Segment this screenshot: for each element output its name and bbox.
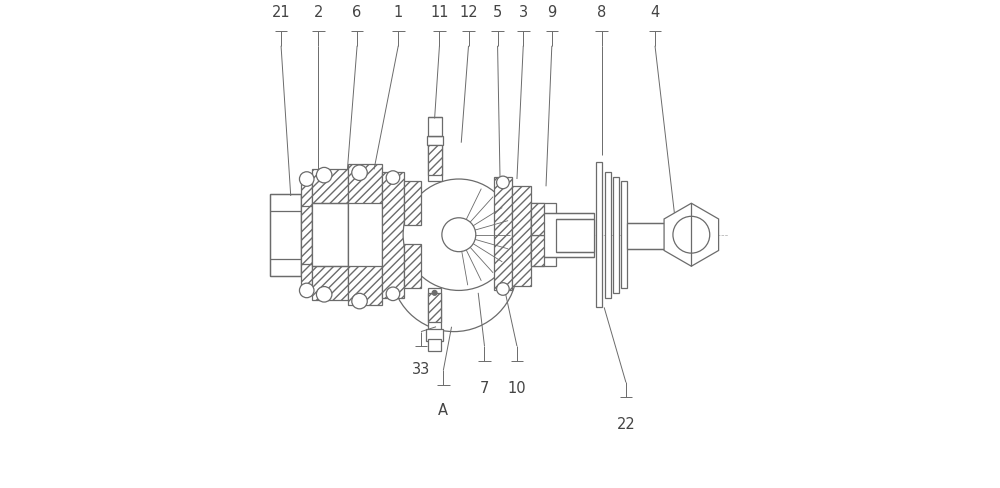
Bar: [301, 175, 312, 296]
Text: 3: 3: [519, 5, 528, 20]
Circle shape: [316, 287, 332, 303]
Bar: [428, 146, 442, 176]
Text: 7: 7: [480, 380, 489, 395]
Text: 2: 2: [314, 5, 323, 20]
Bar: [348, 204, 382, 266]
Bar: [428, 339, 441, 351]
Circle shape: [497, 177, 509, 189]
Bar: [605, 172, 611, 298]
Text: 8: 8: [597, 5, 606, 20]
Text: A: A: [438, 402, 448, 417]
Circle shape: [442, 218, 476, 252]
Bar: [428, 118, 442, 137]
Text: 5: 5: [493, 5, 502, 20]
Bar: [270, 194, 301, 276]
Bar: [512, 187, 531, 286]
Bar: [404, 245, 421, 288]
Bar: [531, 204, 544, 235]
Text: 4: 4: [650, 5, 660, 20]
Text: 6: 6: [352, 5, 362, 20]
Bar: [427, 137, 443, 146]
Text: 21: 21: [272, 5, 290, 20]
Polygon shape: [664, 204, 719, 266]
Circle shape: [316, 168, 332, 183]
Text: 11: 11: [430, 5, 449, 20]
Bar: [348, 165, 382, 305]
Bar: [428, 288, 441, 337]
Text: 12: 12: [459, 5, 478, 20]
Bar: [426, 329, 443, 342]
Circle shape: [299, 284, 314, 298]
Bar: [627, 223, 666, 250]
Circle shape: [299, 172, 314, 187]
Text: 33: 33: [412, 361, 430, 376]
Circle shape: [386, 171, 400, 185]
Text: 10: 10: [508, 380, 526, 395]
Bar: [494, 177, 512, 291]
Bar: [428, 293, 441, 322]
Bar: [621, 182, 627, 288]
Circle shape: [432, 291, 437, 296]
Bar: [613, 177, 619, 293]
Bar: [596, 163, 602, 308]
Bar: [531, 204, 556, 266]
Circle shape: [403, 180, 515, 291]
Text: 1: 1: [394, 5, 403, 20]
Text: 9: 9: [547, 5, 556, 20]
Circle shape: [673, 217, 710, 254]
Bar: [312, 204, 348, 266]
Circle shape: [352, 165, 367, 181]
Circle shape: [386, 287, 400, 301]
Text: 22: 22: [617, 417, 635, 431]
Bar: [531, 214, 594, 258]
Bar: [404, 182, 421, 225]
Bar: [556, 219, 594, 252]
Bar: [312, 170, 348, 301]
Bar: [428, 146, 442, 182]
Bar: [531, 235, 544, 266]
Circle shape: [497, 283, 509, 296]
Circle shape: [352, 294, 367, 309]
Bar: [382, 172, 404, 298]
